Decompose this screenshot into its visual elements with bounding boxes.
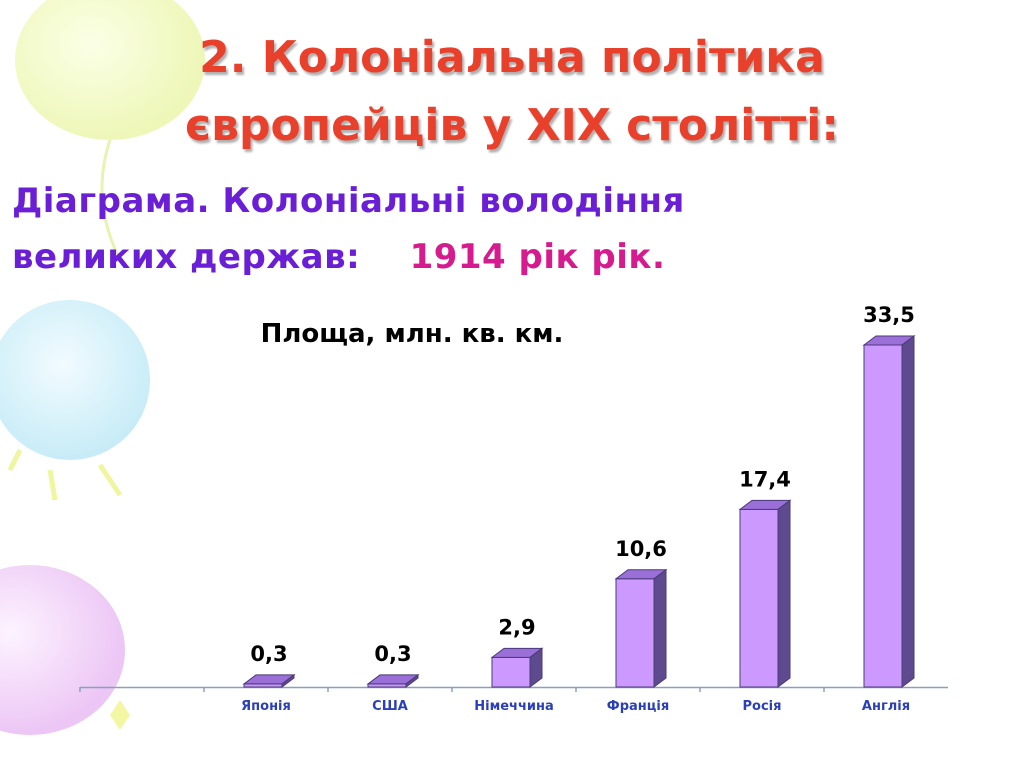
x-tick-label: США — [372, 699, 408, 714]
bar — [863, 344, 903, 688]
subtitle-year: 1914 рік рік. — [409, 237, 666, 277]
subtitle-line2: великих держав: 1914 рік рік. — [12, 234, 665, 280]
x-tick-label: Росія — [743, 699, 782, 714]
purple-balloon — [0, 565, 125, 735]
x-tick-label: Німеччина — [474, 699, 554, 714]
bar — [615, 578, 655, 688]
bar-side — [405, 673, 419, 688]
subtitle-line1: Діаграма. Колоніальні володіння — [12, 181, 685, 221]
bar-side — [281, 673, 295, 688]
data-label: 17,4 — [739, 467, 791, 491]
data-label: 10,6 — [615, 537, 667, 561]
data-label: 0,3 — [374, 642, 411, 666]
yellow-balloon — [15, 0, 205, 140]
x-tick-label: Франція — [607, 699, 669, 714]
yellow-sparkle — [110, 700, 130, 730]
chart-title: Площа, млн. кв. км. — [261, 319, 564, 349]
bar-side — [777, 499, 791, 688]
slide-title-line1: 2. Колоніальна політика — [199, 32, 825, 83]
data-label: 2,9 — [498, 615, 535, 639]
yellow-balloon-string — [100, 139, 122, 261]
data-label: 33,5 — [863, 303, 915, 327]
x-tick-label: Англія — [862, 699, 910, 714]
subtitle-prefix: великих держав: — [12, 237, 410, 277]
slide-title-line2: європейців у XIX столітті: — [185, 100, 839, 151]
data-label: 0,3 — [250, 642, 287, 666]
bar — [739, 508, 779, 688]
x-tick-label: Японія — [241, 699, 291, 714]
blue-balloon-rays — [7, 448, 123, 501]
bar-side — [529, 647, 543, 688]
bar-side — [653, 568, 667, 688]
blue-balloon — [0, 300, 150, 460]
bar-side — [901, 335, 915, 688]
bar — [491, 656, 531, 688]
